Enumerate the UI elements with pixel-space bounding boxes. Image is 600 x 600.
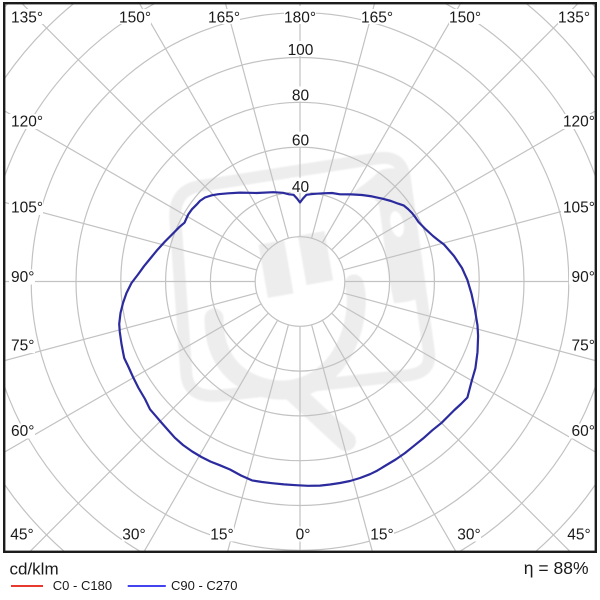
svg-text:C90 - C270: C90 - C270 <box>171 578 237 593</box>
svg-text:75°: 75° <box>572 338 595 355</box>
svg-text:135°: 135° <box>558 9 590 26</box>
svg-text:45°: 45° <box>567 527 590 544</box>
svg-text:30°: 30° <box>457 527 480 544</box>
svg-text:165°: 165° <box>208 9 240 26</box>
svg-text:180°: 180° <box>284 9 316 26</box>
svg-text:60°: 60° <box>11 423 34 440</box>
svg-text:45°: 45° <box>10 527 33 544</box>
svg-text:15°: 15° <box>370 527 393 544</box>
svg-text:80: 80 <box>292 87 310 104</box>
svg-text:100: 100 <box>288 42 314 59</box>
svg-text:0°: 0° <box>296 527 311 544</box>
svg-text:90°: 90° <box>572 269 595 286</box>
svg-text:40: 40 <box>292 179 310 196</box>
svg-text:150°: 150° <box>119 9 151 26</box>
svg-text:90°: 90° <box>11 269 34 286</box>
svg-text:cd/klm: cd/klm <box>10 560 59 579</box>
svg-text:30°: 30° <box>122 527 145 544</box>
svg-text:105°: 105° <box>11 200 43 217</box>
svg-text:120°: 120° <box>563 114 595 131</box>
svg-text:60: 60 <box>292 133 310 150</box>
svg-text:150°: 150° <box>449 9 481 26</box>
svg-text:165°: 165° <box>361 9 393 26</box>
svg-text:135°: 135° <box>11 9 43 26</box>
svg-text:C0 - C180: C0 - C180 <box>53 578 112 593</box>
svg-text:η = 88%: η = 88% <box>524 558 589 578</box>
svg-text:120°: 120° <box>11 114 43 131</box>
svg-text:105°: 105° <box>563 200 595 217</box>
svg-text:15°: 15° <box>210 527 233 544</box>
svg-text:75°: 75° <box>11 338 34 355</box>
svg-text:60°: 60° <box>572 423 595 440</box>
